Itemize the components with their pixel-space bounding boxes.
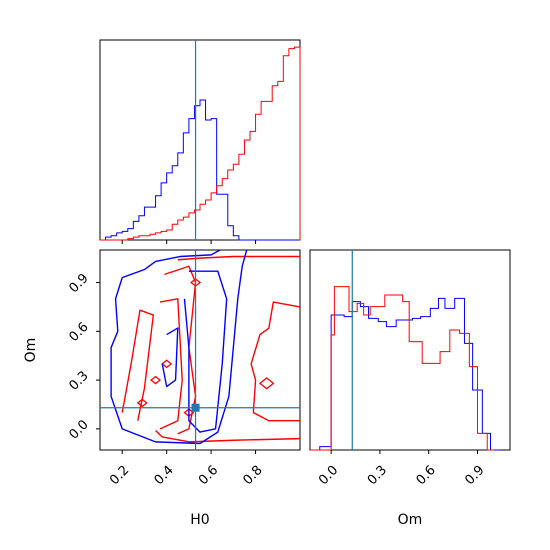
contour-plot-frame [99,249,301,451]
contour-series [100,250,300,450]
contour-0-island-5 [150,375,162,385]
y-axis-label-om: Om [23,338,39,363]
contour-0-island-3 [136,398,148,408]
om-y-tick-label-1: 0.3 [66,369,91,394]
panel-h0-histogram [99,39,301,244]
om-histogram-series [310,250,501,451]
h0-tick-label-2: 0.6 [196,463,221,488]
h0-tick-label-1: 0.4 [152,463,177,488]
h0-tick-label-0: 0.2 [107,463,132,488]
om-tick-label-0: 0.0 [316,463,341,488]
om-y-tick-label-0: 0.0 [66,417,91,442]
contour-0-island-2 [258,377,275,390]
contour-1-level-0 [110,250,248,445]
h0-histogram-series-1 [100,46,301,241]
contour-0-island-0 [183,408,195,417]
panel-h0-om-contours: 0.2 0.4 0.6 0.8 0.0 0.3 0.6 0.9 [66,249,301,488]
truth-marker [191,403,200,412]
x-axis-label-h0: H0 [190,512,209,528]
contour-0-level-3 [159,298,183,430]
om-y-tick-label-2: 0.6 [66,320,91,345]
om-y-tick-label-3: 0.9 [66,271,91,296]
panel-om-histogram: 0.0 0.3 0.6 0.9 [309,249,511,488]
contour-0-level-5 [250,301,300,422]
contour-1-level-2 [161,327,179,388]
contour-0-level-4 [121,309,155,421]
contour-0-level-1 [177,255,300,261]
h0-histogram-ticks [121,240,257,244]
om-histogram-series-0 [310,297,501,451]
om-histogram-frame [309,249,511,451]
x-axis-label-om: Om [398,512,423,528]
om-histogram-series-1 [310,286,494,451]
contour-0-level-0 [155,429,300,443]
contour-1-level-1 [183,270,228,433]
h0-tick-label-3: 0.8 [240,463,265,488]
contour-0-island-4 [161,359,173,369]
om-tick-label-3: 0.9 [462,463,487,488]
om-tick-label-1: 0.3 [365,463,390,488]
om-histogram-ticks: 0.0 0.3 0.6 0.9 [316,450,488,488]
h0-histogram-series [100,40,301,241]
contour-0-island-1 [190,278,202,287]
h0-histogram-series-0 [100,99,300,241]
om-tick-label-2: 0.6 [414,463,439,488]
